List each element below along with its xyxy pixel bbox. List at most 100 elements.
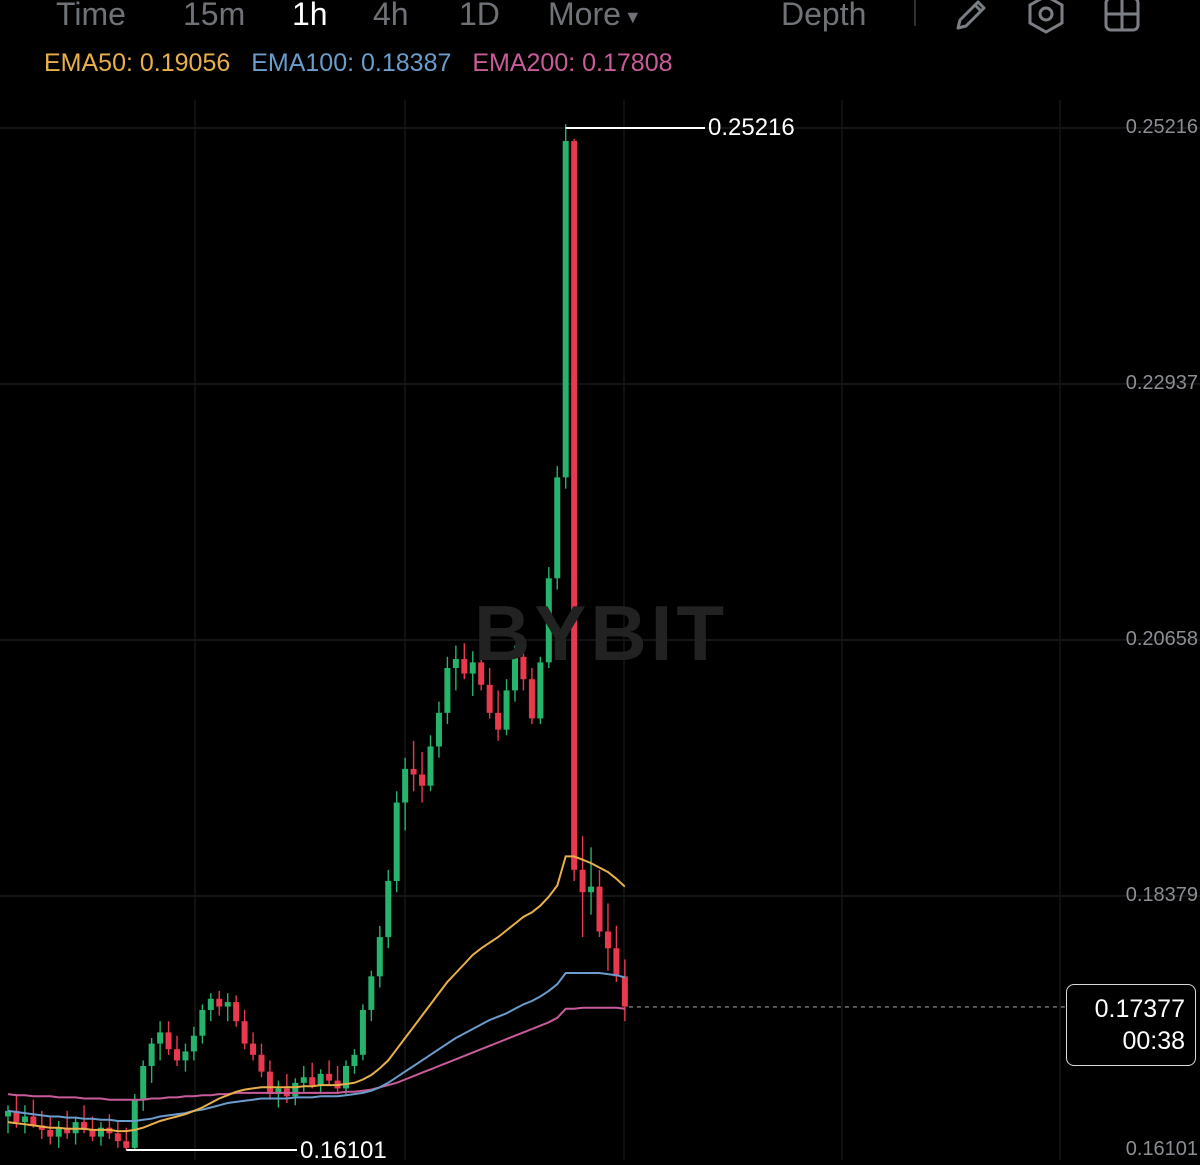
tab-1h[interactable]: 1h (292, 0, 328, 32)
candle-up (55, 1127, 62, 1137)
toolbar-divider (914, 0, 916, 26)
high-price-label: 0.25216 (708, 114, 795, 141)
candle-up (275, 1088, 282, 1095)
ema50-line (7, 855, 626, 1133)
candle-down (123, 1141, 130, 1148)
candle-down (410, 768, 417, 775)
caret-down-icon: ▼ (623, 6, 642, 27)
candle-up (376, 937, 383, 977)
candle-down (89, 1129, 96, 1137)
candle-down (326, 1073, 333, 1081)
candle-up (21, 1116, 28, 1123)
tab-more[interactable]: More ▼ (548, 0, 642, 43)
candle-down (47, 1129, 54, 1137)
candle-up (182, 1051, 189, 1061)
candle-down (38, 1125, 45, 1130)
candle-down (419, 774, 426, 786)
candle-down (174, 1049, 180, 1061)
candle-up (402, 768, 409, 803)
candle-up (537, 662, 544, 719)
candle-up (224, 1002, 231, 1007)
candle-down (216, 998, 223, 1007)
candle-up (148, 1043, 155, 1067)
candle-up (503, 690, 510, 730)
candle-up (292, 1082, 299, 1097)
ema-legend: EMA50: 0.19056 EMA100: 0.18387 EMA200: 0… (44, 46, 687, 80)
hexagon-settings-icon[interactable] (1024, 0, 1068, 36)
candle-up (351, 1054, 358, 1067)
timeframe-toolbar: Time 15m 1h 4h 1D More ▼ Depth (0, 0, 1200, 40)
candle-up (368, 976, 375, 1010)
candle-down (64, 1127, 71, 1134)
candle-up (300, 1077, 307, 1083)
candle-countdown: 00:38 (1122, 1027, 1185, 1055)
tab-depth[interactable]: Depth (781, 0, 867, 32)
candle-up (435, 712, 442, 747)
candle-up (343, 1066, 349, 1089)
candle-up (207, 998, 214, 1010)
candle-up (131, 1099, 138, 1148)
candle-up (97, 1127, 104, 1137)
candle-down (486, 684, 493, 713)
ema200-line (7, 1006, 625, 1101)
candle-down (165, 1032, 172, 1050)
pencil-icon[interactable] (950, 0, 994, 36)
candle-down (461, 659, 468, 674)
ema200-value: 0.17808 (582, 49, 673, 77)
candle-down (258, 1054, 265, 1072)
candle-down (30, 1116, 37, 1126)
y-tick-label: 0.16101 (1125, 1138, 1198, 1160)
candle-up (317, 1073, 324, 1086)
ema50-value: 0.19056 (139, 49, 231, 77)
current-price-box[interactable]: 0.17377 00:38 (1066, 984, 1196, 1066)
candle-up (562, 141, 569, 478)
y-tick-label: 0.18379 (1125, 884, 1198, 906)
y-tick-label: 0.25216 (1125, 116, 1198, 138)
candle-up (72, 1122, 79, 1134)
candle-down (309, 1077, 316, 1086)
candle-down (266, 1071, 273, 1095)
candle-up (190, 1035, 197, 1052)
candle-up (588, 886, 595, 893)
candle-down (520, 656, 527, 680)
candle-down (233, 1002, 240, 1022)
tab-4h[interactable]: 4h (373, 0, 409, 32)
grid-layout-icon[interactable] (1100, 0, 1144, 36)
bybit-watermark: BYBIT (474, 589, 728, 677)
candle-down (13, 1110, 20, 1123)
ema200-legend: EMA200: 0.17808 (472, 49, 672, 77)
candle-down (571, 141, 578, 870)
ema100-line (7, 972, 626, 1122)
candle-down (241, 1021, 248, 1044)
candle-down (478, 662, 485, 685)
current-price: 0.17377 (1094, 995, 1185, 1023)
ema50-label: EMA50: (44, 49, 133, 77)
candle-up (427, 746, 434, 786)
tab-time[interactable]: Time (56, 0, 126, 32)
candle-up (199, 1009, 206, 1036)
candle-up (545, 578, 552, 663)
ema100-value: 0.18387 (361, 49, 452, 77)
low-price-label: 0.16101 (300, 1137, 387, 1164)
candle-up (452, 659, 459, 668)
candle-up (393, 802, 400, 882)
candle-down (604, 931, 611, 949)
candle-up (512, 656, 518, 691)
candle-down (250, 1043, 257, 1055)
y-tick-label: 0.22937 (1125, 372, 1198, 394)
candle-down (495, 712, 502, 730)
tab-1d[interactable]: 1D (459, 0, 500, 32)
candle-up (554, 477, 561, 579)
tab-15m[interactable]: 15m (183, 0, 246, 32)
candle-up (140, 1066, 147, 1100)
candle-up (5, 1110, 11, 1117)
ema200-label: EMA200: (472, 49, 576, 77)
candle-up (359, 1009, 366, 1055)
candle-up (385, 881, 392, 938)
candle-up (444, 667, 451, 713)
y-tick-label: 0.20658 (1125, 628, 1198, 650)
candle-up (469, 662, 476, 674)
ema100-legend: EMA100: 0.18387 (251, 49, 451, 77)
candle-down (621, 976, 628, 1007)
